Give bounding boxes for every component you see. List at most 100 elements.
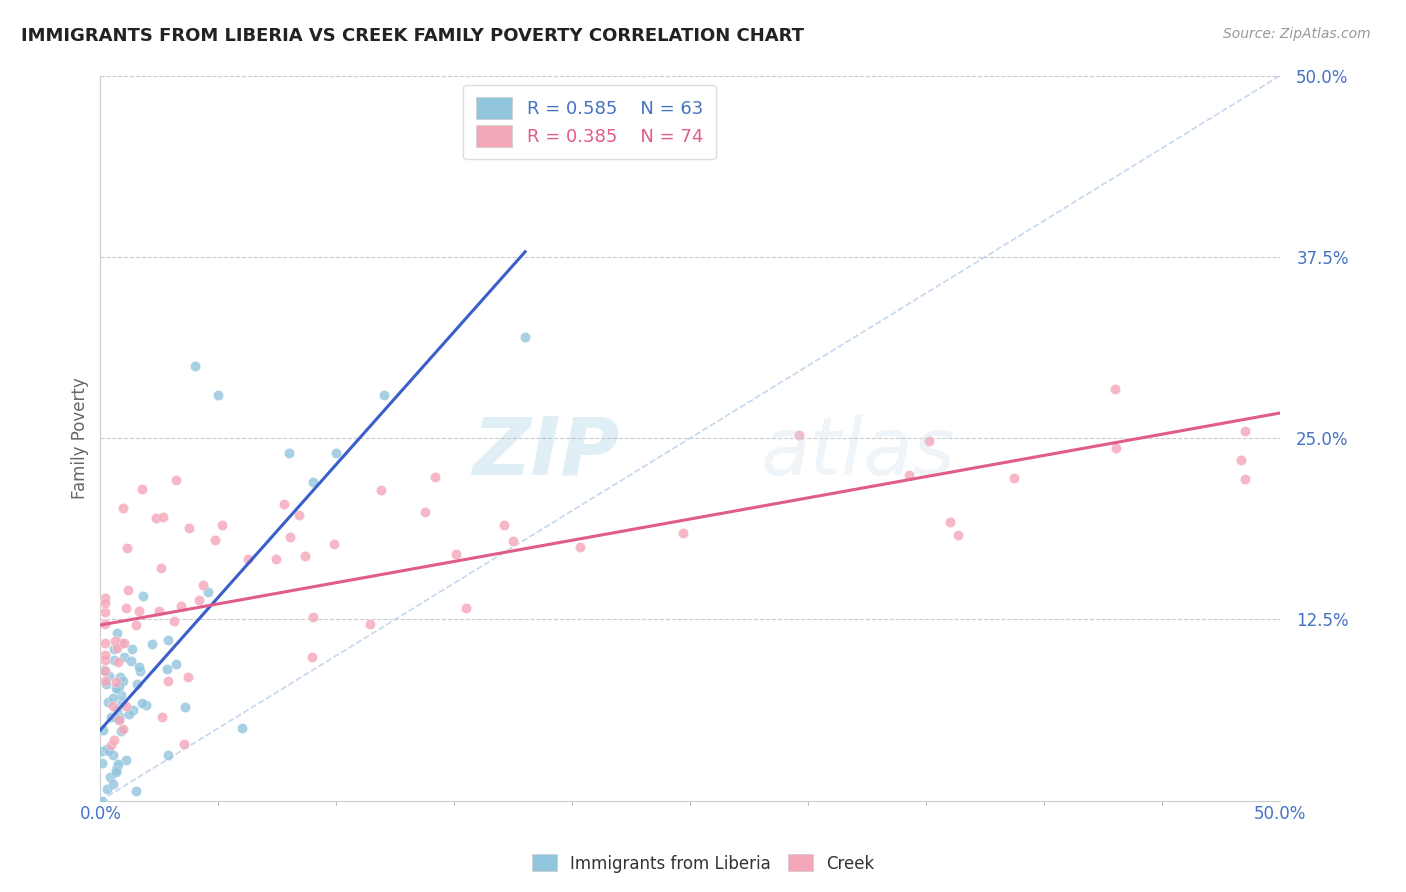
Point <box>98 744 121 758</box>
Text: atlas: atlas <box>761 414 956 491</box>
Point <box>103 653 125 667</box>
Point <box>101 777 124 791</box>
Point <box>97 695 120 709</box>
Point <box>115 698 138 713</box>
Point <box>115 753 138 767</box>
Point <box>112 722 135 736</box>
Point <box>918 434 941 448</box>
Point <box>273 496 295 510</box>
Point <box>94 653 117 667</box>
Point <box>107 656 129 670</box>
Point <box>98 770 121 784</box>
Point <box>105 703 128 717</box>
Point <box>128 660 150 674</box>
Point <box>278 530 301 544</box>
Point <box>157 632 180 647</box>
Point <box>131 482 153 496</box>
Point <box>105 641 128 656</box>
Point <box>288 508 311 522</box>
Point <box>177 670 200 684</box>
Point <box>94 665 117 679</box>
Point <box>121 642 143 657</box>
Point <box>91 794 114 808</box>
Point <box>93 663 115 677</box>
Point <box>152 510 174 524</box>
Point <box>184 359 207 373</box>
Point <box>107 681 129 696</box>
Point <box>413 505 436 519</box>
Point <box>94 674 117 689</box>
Point <box>103 747 125 762</box>
Point <box>787 428 810 442</box>
Point <box>278 445 301 459</box>
Point <box>1002 471 1025 485</box>
Point <box>94 648 117 662</box>
Point <box>423 469 446 483</box>
Point <box>1105 442 1128 456</box>
Point <box>104 634 127 648</box>
Point <box>170 599 193 613</box>
Point <box>939 515 962 529</box>
Point <box>301 650 323 665</box>
Point <box>107 626 129 640</box>
Point <box>100 710 122 724</box>
Point <box>104 709 127 723</box>
Point <box>264 552 287 566</box>
Point <box>120 654 142 668</box>
Point <box>946 528 969 542</box>
Point <box>188 593 211 607</box>
Point <box>112 650 135 665</box>
Point <box>91 723 114 737</box>
Legend: Immigrants from Liberia, Creek: Immigrants from Liberia, Creek <box>526 847 880 880</box>
Point <box>91 744 114 758</box>
Point <box>100 738 122 752</box>
Point <box>165 473 187 487</box>
Point <box>94 605 117 619</box>
Point <box>149 561 172 575</box>
Point <box>110 723 132 738</box>
Point <box>135 698 157 712</box>
Point <box>1233 424 1256 438</box>
Point <box>105 763 128 777</box>
Point <box>359 617 381 632</box>
Point <box>108 710 131 724</box>
Point <box>207 387 229 401</box>
Point <box>94 635 117 649</box>
Point <box>323 537 346 551</box>
Point <box>94 591 117 605</box>
Point <box>108 679 131 693</box>
Point <box>114 601 136 615</box>
Point <box>96 742 118 756</box>
Point <box>1234 472 1257 486</box>
Point <box>568 540 591 554</box>
Point <box>128 664 150 678</box>
Point <box>118 706 141 721</box>
Point <box>132 590 155 604</box>
Legend: R = 0.585    N = 63, R = 0.385    N = 74: R = 0.585 N = 63, R = 0.385 N = 74 <box>464 85 716 160</box>
Point <box>125 784 148 798</box>
Point <box>125 676 148 690</box>
Point <box>108 670 131 684</box>
Point <box>191 577 214 591</box>
Point <box>103 642 125 657</box>
Point <box>101 698 124 713</box>
Point <box>671 525 693 540</box>
Point <box>110 688 132 702</box>
Point <box>373 387 395 401</box>
Point <box>231 721 253 735</box>
Point <box>103 732 125 747</box>
Point <box>174 699 197 714</box>
Point <box>107 757 129 772</box>
Point <box>325 445 347 459</box>
Y-axis label: Family Poverty: Family Poverty <box>72 377 89 499</box>
Point <box>121 703 143 717</box>
Point <box>107 713 129 727</box>
Point <box>94 617 117 632</box>
Point <box>145 511 167 525</box>
Point <box>110 635 132 649</box>
Point <box>115 541 138 555</box>
Point <box>112 636 135 650</box>
Point <box>90 756 112 770</box>
Point <box>1104 382 1126 396</box>
Point <box>156 662 179 676</box>
